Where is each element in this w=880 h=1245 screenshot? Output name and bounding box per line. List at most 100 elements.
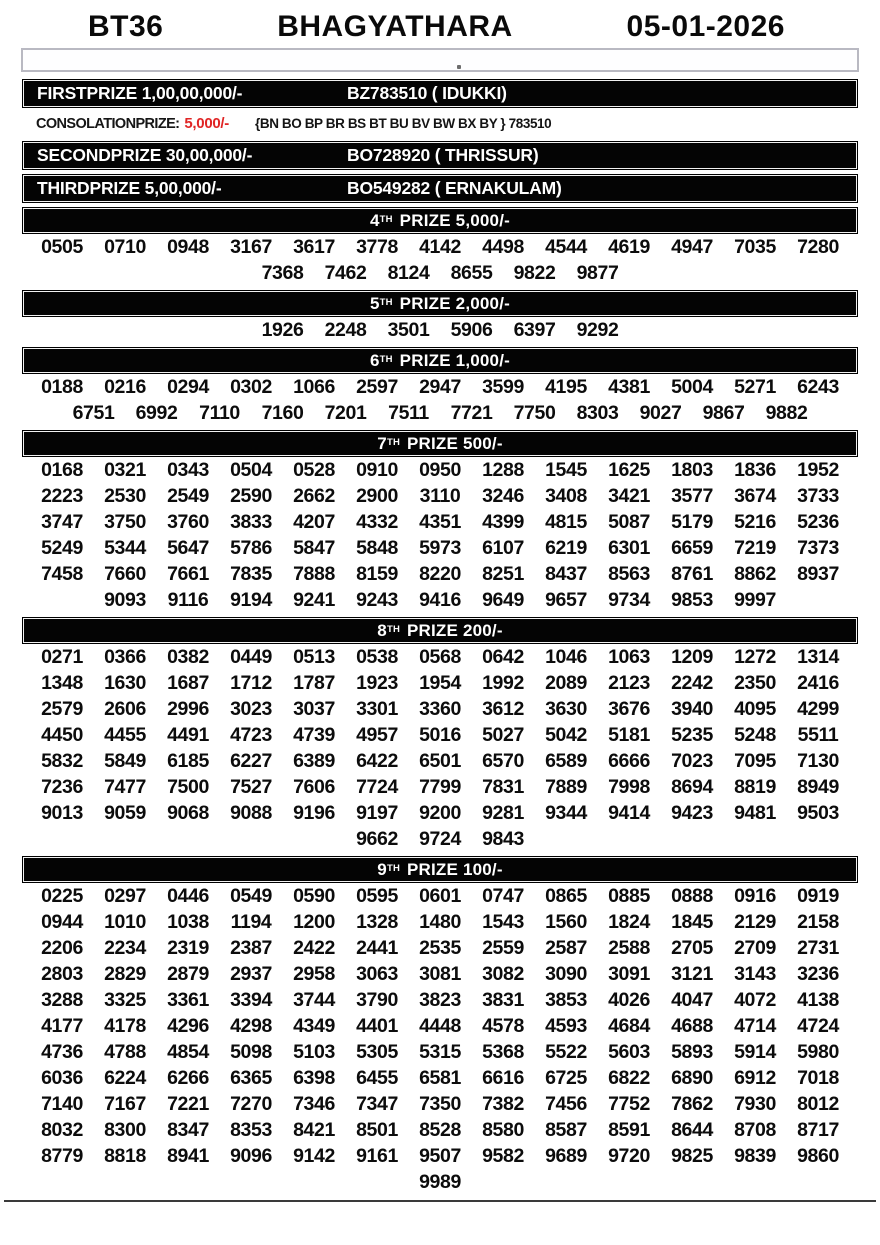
winning-number: 8437 — [545, 562, 587, 585]
winning-number: 2089 — [545, 671, 587, 694]
winning-number: 6266 — [167, 1066, 209, 1089]
winning-number: 2705 — [671, 936, 713, 959]
winning-number: 1787 — [293, 671, 335, 694]
first-prize-winner: BZ783510 ( IDUKKI) — [347, 83, 507, 103]
winning-number: 0302 — [230, 375, 272, 398]
winning-number: 2234 — [104, 936, 146, 959]
winning-number: 9582 — [482, 1144, 524, 1167]
winning-number: 4491 — [167, 723, 209, 746]
winning-number: 5603 — [608, 1040, 650, 1063]
winning-number: 7456 — [545, 1092, 587, 1115]
winning-number: 9161 — [356, 1144, 398, 1167]
number-row: 0188 0216 0294 0302 1066 2597 2947 3599 4195 4381… — [0, 374, 880, 400]
prize-section-header: 7 TH PRIZE 500/- — [22, 430, 858, 457]
winning-number: 7500 — [167, 775, 209, 798]
winning-number: 4207 — [293, 510, 335, 533]
winning-number: 7477 — [104, 775, 146, 798]
winning-number: 7201 — [324, 401, 367, 424]
winning-number: 5179 — [671, 510, 713, 533]
winning-number: 3630 — [545, 697, 587, 720]
winning-number: 7160 — [261, 401, 304, 424]
winning-number: 7511 — [388, 401, 429, 424]
winning-number: 7018 — [797, 1066, 839, 1089]
winning-number: 1194 — [230, 910, 272, 933]
winning-number: 2958 — [293, 962, 335, 985]
winning-number: 2350 — [734, 671, 776, 694]
winning-number: 3599 — [482, 375, 524, 398]
winning-number: 2900 — [356, 484, 398, 507]
winning-number: 8862 — [734, 562, 776, 585]
prize-section-header: 9 TH PRIZE 100/- — [22, 856, 858, 883]
winning-number: 7110 — [199, 401, 240, 424]
winning-number: 5087 — [608, 510, 650, 533]
number-row: 2579 2606 2996 3023 3037 3301 3360 3612 3630 3676… — [0, 696, 880, 722]
winning-number: 3110 — [419, 484, 461, 507]
winning-number: 9839 — [734, 1144, 776, 1167]
winning-number: 3143 — [734, 962, 776, 985]
winning-number: 2579 — [41, 697, 83, 720]
winning-number: 2248 — [324, 318, 367, 341]
winning-number: 8655 — [450, 261, 493, 284]
consolation-label: CONSOLATIONPRIZE: — [36, 115, 180, 132]
winning-number: 8937 — [797, 562, 839, 585]
number-row: 9093 9116 9194 9241 9243 9416 9649 9657 9734 9853… — [0, 587, 880, 613]
winning-number: 0382 — [167, 645, 209, 668]
winning-number: 7661 — [167, 562, 209, 585]
winning-number: 8819 — [734, 775, 776, 798]
winning-number: 9662 — [356, 827, 398, 850]
winning-number: 4178 — [104, 1014, 146, 1037]
winning-number: 8949 — [797, 775, 839, 798]
winning-number: 9142 — [293, 1144, 335, 1167]
winning-number: 9649 — [482, 588, 524, 611]
winning-number: 5098 — [230, 1040, 272, 1063]
winning-number: 3394 — [230, 988, 272, 1011]
winning-number: 4299 — [797, 697, 839, 720]
winning-number: 2588 — [608, 936, 650, 959]
winning-number: 4723 — [230, 723, 272, 746]
winning-number: 7889 — [545, 775, 587, 798]
winning-number: 7347 — [356, 1092, 398, 1115]
winning-number: 9096 — [230, 1144, 272, 1167]
winning-number: 7998 — [608, 775, 650, 798]
winning-number: 9481 — [734, 801, 776, 824]
winning-number: 2387 — [230, 936, 272, 959]
prize-section-header: 5 TH PRIZE 2,000/- — [22, 290, 858, 317]
winning-number: 0188 — [41, 375, 83, 398]
consolation-series: {BN BO BP BR BS BT BU BV BW BX BY } 7835… — [255, 116, 552, 131]
winning-number: 4448 — [419, 1014, 461, 1037]
prize-section-header: 4 TH PRIZE 5,000/- — [22, 207, 858, 234]
winning-number: 9344 — [545, 801, 587, 824]
winning-number: 5847 — [293, 536, 335, 559]
number-row: 9662 9724 9843 — [0, 826, 880, 852]
second-prize-bar: SECONDPRIZE 30,00,000/- BO728920 ( THRIS… — [22, 141, 858, 170]
winning-number: 6398 — [293, 1066, 335, 1089]
winning-number: 8644 — [671, 1118, 713, 1141]
third-prize-bar: THIRDPRIZE 5,00,000/- BO549282 ( ERNAKUL… — [22, 174, 858, 203]
winning-number: 5248 — [734, 723, 776, 746]
number-row: 3747 3750 3760 3833 4207 4332 4351 4399 4815 5087… — [0, 509, 880, 535]
number-row: 4177 4178 4296 4298 4349 4401 4448 4578 4593 4684… — [0, 1013, 880, 1039]
winning-number: 5849 — [104, 749, 146, 772]
winning-number: 4788 — [104, 1040, 146, 1063]
winning-number: 4351 — [419, 510, 461, 533]
winning-number: 1066 — [293, 375, 335, 398]
winning-number: 8708 — [734, 1118, 776, 1141]
winning-number: 9281 — [482, 801, 524, 824]
winning-number: 9734 — [608, 588, 650, 611]
winning-number: 3823 — [419, 988, 461, 1011]
second-prize-winner: BO728920 ( THRISSUR) — [347, 145, 539, 165]
number-row: 2206 2234 2319 2387 2422 2441 2535 2559 2587 2588… — [0, 935, 880, 961]
winning-number: 8941 — [167, 1144, 209, 1167]
number-row: 0944 1010 1038 1194 1200 1328 1480 1543 1560 1824… — [0, 909, 880, 935]
winning-number: 4332 — [356, 510, 398, 533]
winning-number: 9853 — [671, 588, 713, 611]
winning-number: 4142 — [419, 235, 461, 258]
winning-number: 9843 — [482, 827, 524, 850]
winning-number: 1803 — [671, 458, 713, 481]
winning-number: 1288 — [482, 458, 524, 481]
winning-number: 8580 — [482, 1118, 524, 1141]
winning-number: 9027 — [639, 401, 682, 424]
number-row: 5832 5849 6185 6227 6389 6422 6501 6570 6589 6666… — [0, 748, 880, 774]
winning-number: 7221 — [167, 1092, 209, 1115]
winning-number: 0710 — [104, 235, 146, 258]
